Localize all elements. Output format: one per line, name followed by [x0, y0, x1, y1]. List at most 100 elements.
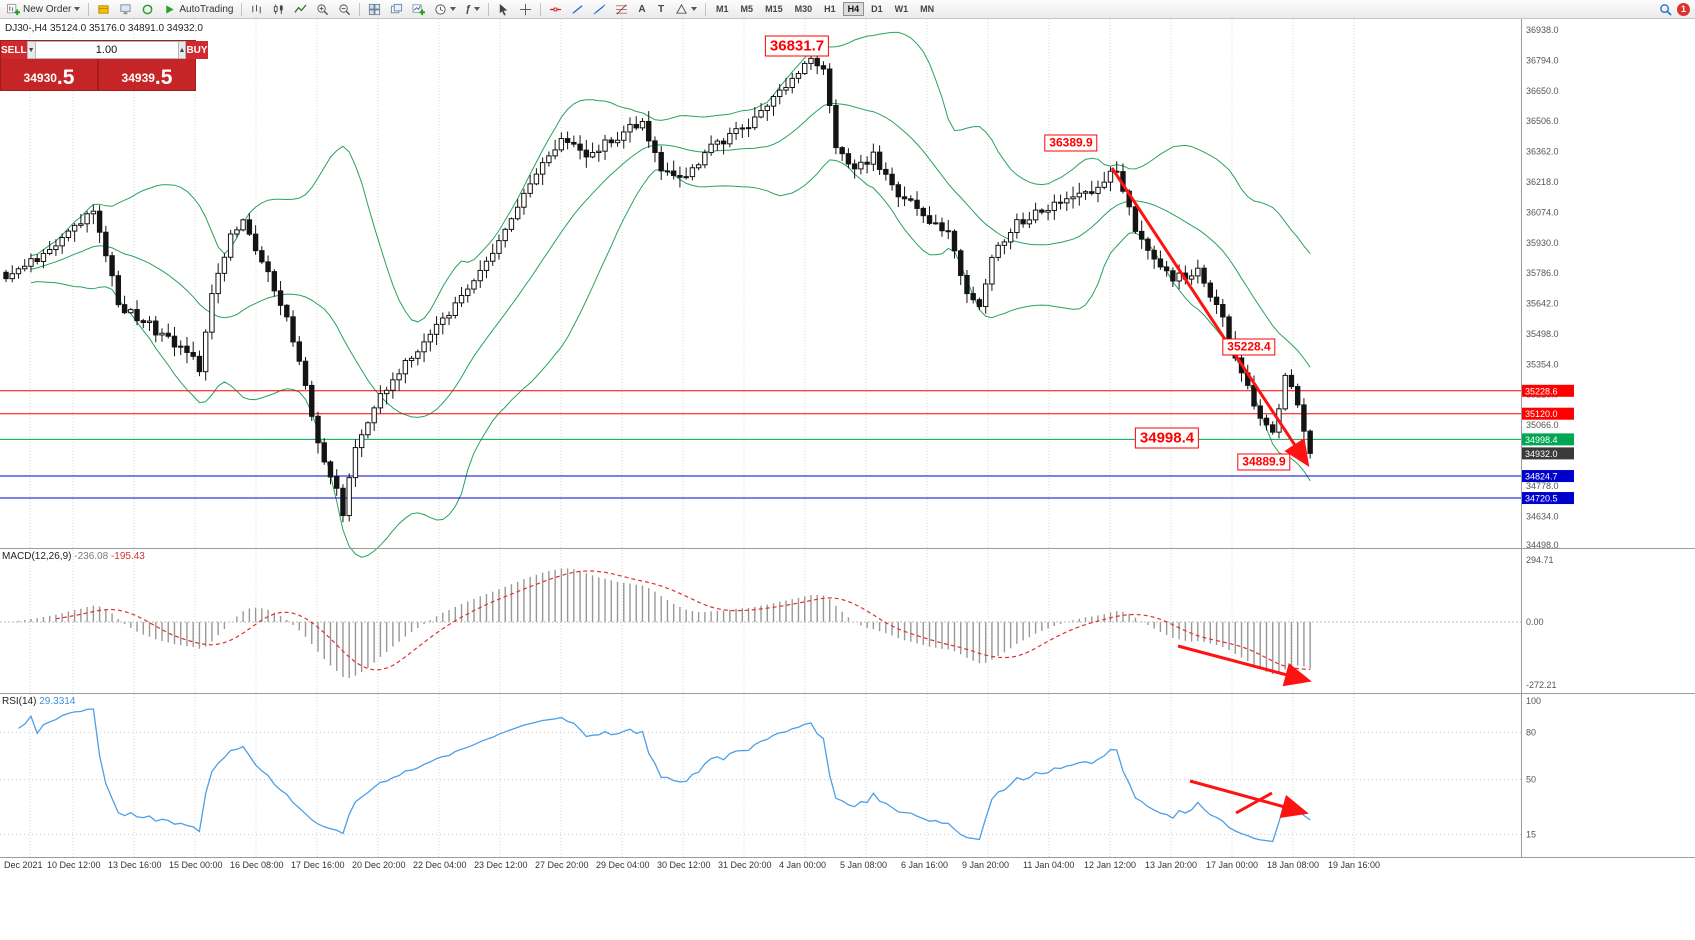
svg-text:34634.0: 34634.0	[1526, 511, 1559, 521]
svg-text:34498.0: 34498.0	[1526, 540, 1559, 550]
svg-text:0.00: 0.00	[1526, 617, 1544, 627]
crosshair-tool-button[interactable]	[515, 1, 536, 18]
svg-text:Dec 2021: Dec 2021	[4, 860, 43, 870]
autotrading-play-icon	[166, 4, 175, 14]
time-axis[interactable]: Dec 2021 10 Dec 12:00 13 Dec 16:00 15 Dec 0…	[4, 860, 1380, 870]
tile-windows-button[interactable]	[364, 1, 385, 18]
shapes-menu-button[interactable]	[671, 1, 701, 18]
macd-label: MACD(12,26,9) -236.08 -195.43	[2, 551, 145, 562]
zoom-out-button[interactable]	[334, 1, 355, 18]
sell-price-main: 34930	[23, 71, 57, 85]
svg-text:35786.0: 35786.0	[1526, 268, 1559, 278]
cascade-windows-button[interactable]	[386, 1, 407, 18]
trend-arrow[interactable]	[1177, 644, 1312, 687]
new-order-button[interactable]: New Order	[3, 1, 84, 18]
timeframe-h4-button[interactable]: H4	[842, 2, 865, 16]
fibonacci-tool-button[interactable]	[611, 1, 632, 18]
svg-text:34998.4: 34998.4	[1525, 435, 1558, 445]
text-tool-button[interactable]: A	[633, 1, 651, 18]
hline-tool-button[interactable]	[545, 1, 566, 18]
trend-arrow[interactable]	[1189, 779, 1309, 819]
sell-button[interactable]: SELL	[1, 41, 27, 59]
price-annotation[interactable]: 36389.9	[1044, 134, 1098, 152]
volume-input[interactable]	[35, 41, 178, 59]
rsi-value: 29.3314	[39, 696, 76, 707]
timeframe-m1-button[interactable]: M1	[711, 2, 734, 16]
trendline-tool-button[interactable]	[567, 1, 588, 18]
toolbar-separator	[540, 2, 542, 16]
svg-text:80: 80	[1526, 727, 1536, 737]
svg-text:35498.0: 35498.0	[1526, 329, 1559, 339]
label-tool-button[interactable]: T	[652, 1, 670, 18]
svg-text:34778.0: 34778.0	[1526, 481, 1559, 491]
svg-text:9 Jan 20:00: 9 Jan 20:00	[962, 860, 1009, 870]
candlestick-chart-button[interactable]	[268, 1, 289, 18]
svg-text:15 Dec 00:00: 15 Dec 00:00	[169, 860, 223, 870]
svg-text:4 Jan 00:00: 4 Jan 00:00	[779, 860, 826, 870]
refresh-button[interactable]	[137, 1, 158, 18]
sell-price[interactable]: 34930.5	[1, 59, 97, 90]
price-annotation[interactable]: 34998.4	[1134, 427, 1200, 449]
signals-button[interactable]	[115, 1, 136, 18]
timeframe-d1-button[interactable]: D1	[866, 2, 888, 16]
new-chart-button[interactable]	[408, 1, 429, 18]
indicators-icon: ƒ	[465, 3, 472, 15]
zoom-in-button[interactable]	[312, 1, 333, 18]
price-annotation[interactable]: 34889.9	[1237, 453, 1291, 471]
zoom-out-icon	[339, 3, 351, 15]
svg-text:34824.7: 34824.7	[1525, 472, 1558, 482]
autotrading-button[interactable]: AutoTrading	[159, 1, 237, 18]
buy-price[interactable]: 34939.5	[99, 59, 195, 90]
channel-tool-button[interactable]	[589, 1, 610, 18]
toolbar-separator	[88, 2, 90, 16]
svg-text:11 Jan 04:00: 11 Jan 04:00	[1023, 860, 1074, 870]
svg-text:10 Dec 12:00: 10 Dec 12:00	[47, 860, 101, 870]
chevron-down-icon	[74, 7, 81, 11]
trend-arrow[interactable]	[1110, 167, 1310, 468]
new-order-icon	[7, 3, 20, 15]
timeframe-m5-button[interactable]: M5	[736, 2, 759, 16]
svg-text:35228.6: 35228.6	[1525, 386, 1558, 396]
periods-menu-button[interactable]	[430, 1, 460, 18]
notification-badge[interactable]: 1	[1677, 2, 1690, 16]
axis-price-box: 34824.7	[1522, 470, 1574, 483]
cursor-tool-button[interactable]	[493, 1, 514, 18]
svg-text:5 Jan 08:00: 5 Jan 08:00	[840, 860, 887, 870]
rsi-label: RSI(14) 29.3314	[2, 696, 75, 707]
trend-arrow[interactable]	[1235, 791, 1273, 815]
macd-value-main: -236.08	[74, 551, 109, 562]
svg-text:34932.0: 34932.0	[1525, 449, 1558, 459]
indicators-menu-button[interactable]: ƒ	[461, 1, 484, 18]
svg-text:13 Jan 20:00: 13 Jan 20:00	[1145, 860, 1197, 870]
macd-histogram	[11, 568, 1311, 678]
timeframe-m15-button[interactable]: M15	[760, 2, 788, 16]
autotrading-label: AutoTrading	[179, 3, 234, 15]
timeframe-h1-button[interactable]: H1	[819, 2, 841, 16]
buy-price-main: 34939	[121, 71, 155, 85]
one-click-trading-panel: SELL ▼ ▲ BUY 34930.5 34939.5	[0, 40, 208, 91]
search-button[interactable]	[1655, 1, 1676, 18]
buy-button[interactable]: BUY	[186, 41, 208, 59]
line-chart-button[interactable]	[290, 1, 311, 18]
ohlc-values: 35124.0 35176.0 34891.0 34932.0	[50, 23, 203, 34]
svg-text:-272.21: -272.21	[1526, 680, 1557, 690]
crosshair-icon	[519, 3, 532, 15]
toolbar-separator	[241, 2, 243, 16]
svg-text:20 Dec 20:00: 20 Dec 20:00	[352, 860, 406, 870]
market-button[interactable]	[93, 1, 114, 18]
symbol-period: DJ30-,H4	[5, 23, 48, 34]
price-annotation[interactable]: 36831.7	[764, 35, 830, 57]
price-annotation[interactable]: 35228.4	[1222, 338, 1276, 356]
svg-text:29 Dec 04:00: 29 Dec 04:00	[596, 860, 650, 870]
svg-text:36506.0: 36506.0	[1526, 116, 1559, 126]
volume-down-button[interactable]: ▼	[26, 41, 36, 59]
bar-chart-button[interactable]	[246, 1, 267, 18]
timeframe-m30-button[interactable]: M30	[790, 2, 818, 16]
svg-text:36938.0: 36938.0	[1526, 25, 1559, 35]
volume-up-button[interactable]: ▲	[177, 41, 187, 59]
bollinger-bands	[30, 31, 1311, 558]
timeframe-w1-button[interactable]: W1	[890, 2, 914, 16]
timeframe-mn-button[interactable]: MN	[915, 2, 939, 16]
svg-text:27 Dec 20:00: 27 Dec 20:00	[535, 860, 589, 870]
